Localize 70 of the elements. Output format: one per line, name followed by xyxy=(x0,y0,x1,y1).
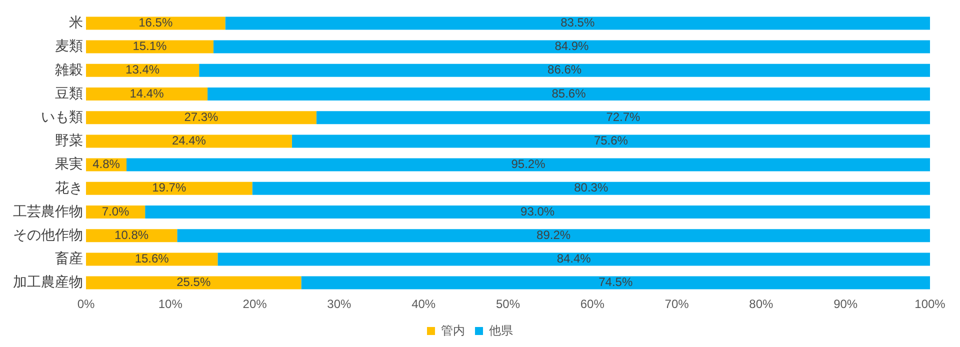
data-label: 24.4% xyxy=(172,134,206,148)
bar xyxy=(292,134,930,148)
data-label: 80.3% xyxy=(574,180,608,195)
x-tick-label: 70% xyxy=(664,297,690,312)
data-label: 16.5% xyxy=(138,16,173,30)
data-label: 25.5% xyxy=(176,275,211,290)
y-tick-label: いも類 xyxy=(41,108,83,124)
data-label: 95.2% xyxy=(511,157,546,172)
data-label: 10.8% xyxy=(114,228,149,242)
x-tick-label: 40% xyxy=(412,297,436,312)
data-label: 74.5% xyxy=(598,275,633,290)
data-label: 7.0% xyxy=(102,204,130,218)
x-tick-label: 60% xyxy=(580,297,605,312)
data-label: 14.4% xyxy=(130,86,164,100)
bar xyxy=(86,252,218,266)
legend-label: 他県 xyxy=(489,323,513,338)
y-tick-label: 花き xyxy=(55,179,83,196)
y-tick-label: 畜産 xyxy=(55,250,83,266)
data-label: 75.6% xyxy=(594,134,628,148)
data-label: 93.0% xyxy=(520,204,555,218)
data-label: 85.6% xyxy=(552,86,586,100)
bar xyxy=(86,276,302,290)
y-tick-label: 野菜 xyxy=(55,132,83,148)
bar xyxy=(177,229,930,242)
data-label: 15.6% xyxy=(134,252,170,266)
x-tick-label: 80% xyxy=(749,297,774,312)
data-label: 4.8% xyxy=(92,157,120,172)
bar xyxy=(86,182,252,195)
data-label: 84.4% xyxy=(556,252,592,266)
bar xyxy=(301,276,930,290)
data-label: 27.3% xyxy=(184,110,219,124)
x-tick-label: 100% xyxy=(914,297,946,312)
bar xyxy=(145,206,930,218)
y-tick-label: 麦類 xyxy=(55,38,83,54)
y-tick-label: 豆類 xyxy=(55,84,83,101)
bar xyxy=(86,88,208,100)
data-label: 89.2% xyxy=(536,228,571,242)
bar xyxy=(252,182,930,195)
x-tick-label: 50% xyxy=(496,297,520,312)
data-label: 86.6% xyxy=(548,62,582,77)
bar xyxy=(86,16,226,30)
bar xyxy=(213,40,930,54)
x-tick-label: 30% xyxy=(327,297,352,312)
y-tick-label: 加工農産物 xyxy=(13,274,83,290)
bar xyxy=(218,252,930,266)
y-tick-label: その他作物 xyxy=(13,226,83,242)
bar xyxy=(208,88,930,100)
y-tick-label: 果実 xyxy=(55,156,83,172)
bar xyxy=(126,158,930,172)
bar xyxy=(316,111,930,124)
bar xyxy=(86,64,200,77)
x-tick-label: 0% xyxy=(77,297,95,312)
bar xyxy=(86,134,292,148)
x-tick-label: 90% xyxy=(834,297,858,312)
y-tick-label: 雑穀 xyxy=(55,61,83,78)
bar xyxy=(86,111,316,124)
data-label: 15.1% xyxy=(132,39,168,54)
bar xyxy=(86,40,214,54)
data-label: 83.5% xyxy=(560,16,595,30)
data-label: 19.7% xyxy=(152,180,186,195)
bar xyxy=(199,64,930,77)
y-tick-label: 工芸農作物 xyxy=(13,202,83,219)
data-label: 13.4% xyxy=(126,62,160,77)
y-tick-label: 米 xyxy=(69,14,83,30)
data-label: 84.9% xyxy=(554,39,590,54)
legend-label: 管内 xyxy=(441,323,465,338)
x-tick-label: 10% xyxy=(158,297,183,312)
bar xyxy=(225,16,930,30)
data-label: 72.7% xyxy=(606,110,641,124)
x-tick-label: 20% xyxy=(242,297,268,312)
